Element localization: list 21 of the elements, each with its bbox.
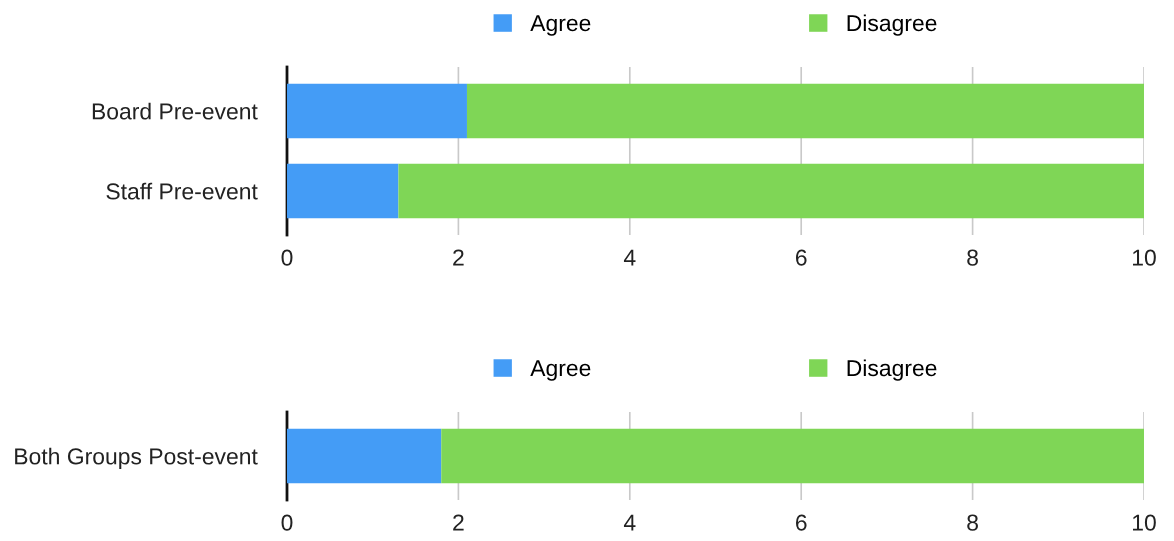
x-tick-label: 6 <box>795 514 807 531</box>
y-tick-label: Board Pre-event <box>92 102 258 120</box>
legend-label: Agree <box>530 15 591 36</box>
x-tick-label: 10 <box>1133 249 1156 266</box>
bar <box>287 83 467 139</box>
x-tick-label: 10 <box>1133 514 1156 531</box>
y-tick-label: Both Groups Post-event <box>15 447 258 470</box>
legend-label: Agree <box>530 360 591 381</box>
bar <box>287 163 399 219</box>
x-tick-label: 2 <box>453 249 464 266</box>
x-tick-label: 2 <box>453 514 464 531</box>
legend-label: Disagree <box>847 14 937 36</box>
legend-label: Disagree <box>847 359 937 381</box>
x-tick-label: 4 <box>623 514 636 531</box>
x-tick-label: 0 <box>281 514 293 531</box>
y-tick-label: Staff Pre-event <box>106 182 258 200</box>
x-tick-label: 8 <box>967 249 978 266</box>
x-tick-label: 6 <box>795 249 807 266</box>
x-tick-label: 4 <box>623 249 636 266</box>
x-tick-label: 8 <box>967 514 978 531</box>
x-tick-label: 0 <box>281 249 293 266</box>
